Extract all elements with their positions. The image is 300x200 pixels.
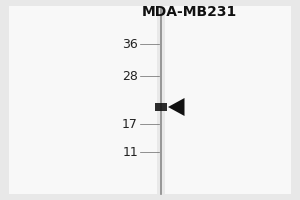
Text: 17: 17 — [122, 117, 138, 130]
Text: 11: 11 — [122, 146, 138, 158]
Bar — [157, 8, 164, 194]
Polygon shape — [168, 98, 184, 116]
Text: 36: 36 — [122, 38, 138, 50]
Bar — [154, 103, 166, 111]
Text: 28: 28 — [122, 70, 138, 82]
Text: MDA-MB231: MDA-MB231 — [141, 5, 237, 19]
